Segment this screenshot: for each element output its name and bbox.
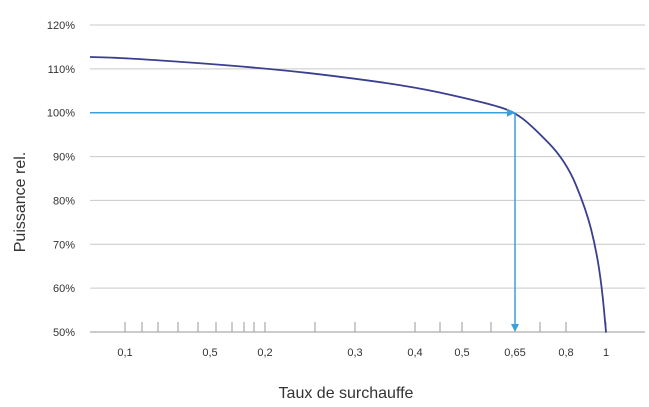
y-tick-label: 100% bbox=[47, 108, 75, 120]
y-axis-title: Puissance rel. bbox=[12, 152, 29, 253]
series-line bbox=[89, 56, 607, 333]
y-tick-label: 70% bbox=[53, 239, 75, 251]
x-tick-label: 0,8 bbox=[558, 347, 573, 359]
y-tick-label: 60% bbox=[53, 283, 75, 295]
x-tick-labels: 0,1 0,5 0,2 0,3 0,4 0,5 0,65 0,8 1 bbox=[117, 347, 609, 359]
x-axis-title: Taux de surchauffe bbox=[279, 385, 414, 402]
x-tick-label: 0,3 bbox=[347, 347, 362, 359]
x-tick-label: 0,5 bbox=[454, 347, 469, 359]
series-layer bbox=[89, 56, 607, 333]
annotation-arrowhead-down bbox=[511, 324, 519, 332]
annotation-arrowhead-right bbox=[507, 108, 515, 117]
x-tick-label: 0,5 bbox=[202, 347, 217, 359]
y-tick-label: 50% bbox=[53, 327, 75, 339]
x-axis bbox=[90, 322, 645, 333]
y-tick-label: 80% bbox=[53, 195, 75, 207]
x-tick-label: 0,2 bbox=[257, 347, 272, 359]
x-tick-label: 0,1 bbox=[117, 347, 132, 359]
y-tick-label: 120% bbox=[47, 20, 75, 32]
x-tick-label: 0,65 bbox=[504, 347, 525, 359]
y-tick-label: 90% bbox=[53, 152, 75, 164]
y-tick-label: 110% bbox=[48, 64, 76, 76]
y-tick-labels: 120% 110% 100% 90% 80% 70% 60% 50% bbox=[47, 20, 75, 339]
gridlines bbox=[90, 24, 645, 333]
x-tick-label: 1 bbox=[603, 347, 609, 359]
x-tick-label: 0,4 bbox=[407, 347, 422, 359]
annotation-layer bbox=[90, 108, 519, 332]
